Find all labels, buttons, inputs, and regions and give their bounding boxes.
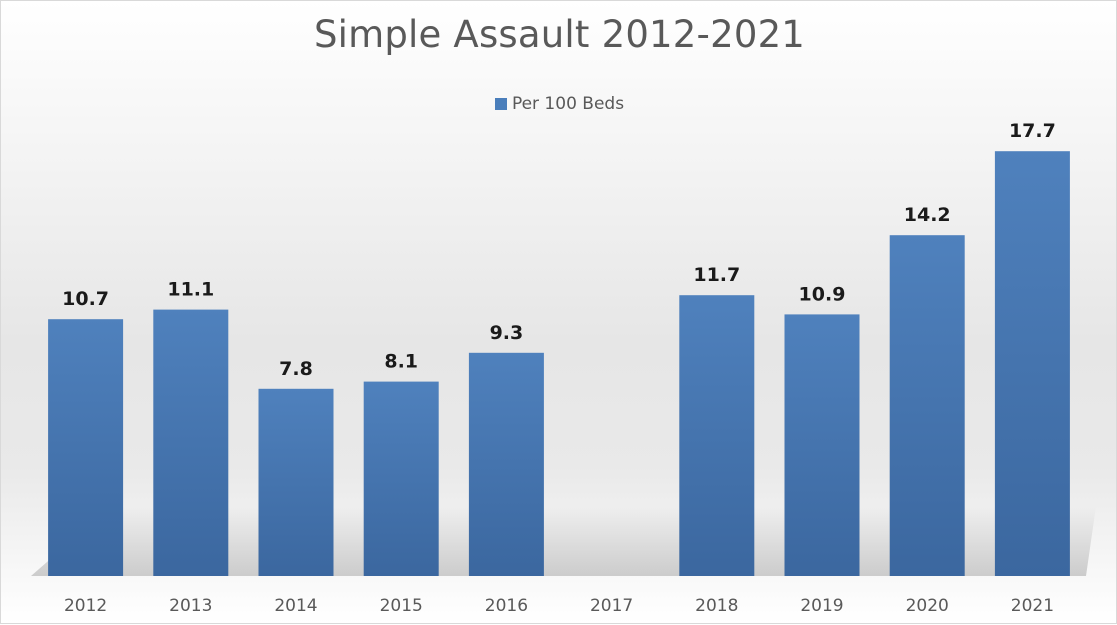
x-tick-label-2017: 2017 (590, 596, 633, 616)
bar-2018 (679, 295, 755, 576)
data-label-2016: 9.3 (490, 322, 524, 344)
x-tick-label-2018: 2018 (695, 596, 738, 616)
x-tick-label-2015: 2015 (380, 596, 423, 616)
data-label-2013: 11.1 (167, 279, 214, 301)
data-label-2020: 14.2 (904, 204, 951, 226)
bar-2012 (48, 319, 124, 576)
legend-swatch (494, 98, 507, 110)
bar-2016 (468, 352, 544, 576)
x-tick-label-2021: 2021 (1011, 596, 1054, 616)
x-tick-label-2012: 2012 (64, 596, 107, 616)
chart-title: Simple Assault 2012-2021 (313, 13, 806, 56)
data-label-2014: 7.8 (279, 358, 313, 380)
bar-2019 (784, 314, 860, 576)
x-tick-label-2016: 2016 (485, 596, 528, 616)
data-label-2018: 11.7 (693, 264, 740, 286)
data-label-2012: 10.7 (62, 288, 109, 310)
bar-2021 (994, 151, 1070, 576)
legend: Per 100 Beds (1, 94, 1117, 114)
legend-label: Per 100 Beds (511, 94, 625, 114)
bar-2015 (363, 381, 439, 576)
data-label-2019: 10.9 (799, 283, 846, 305)
x-tick-label-2014: 2014 (274, 596, 317, 616)
data-label-2015: 8.1 (384, 351, 418, 373)
x-tick-label-2019: 2019 (800, 596, 843, 616)
bar-2013 (153, 309, 229, 576)
bar-2014 (258, 388, 334, 576)
bar-2020 (889, 235, 965, 576)
x-tick-label-2020: 2020 (906, 596, 949, 616)
data-label-2021: 17.7 (1009, 120, 1056, 142)
x-tick-label-2013: 2013 (169, 596, 212, 616)
